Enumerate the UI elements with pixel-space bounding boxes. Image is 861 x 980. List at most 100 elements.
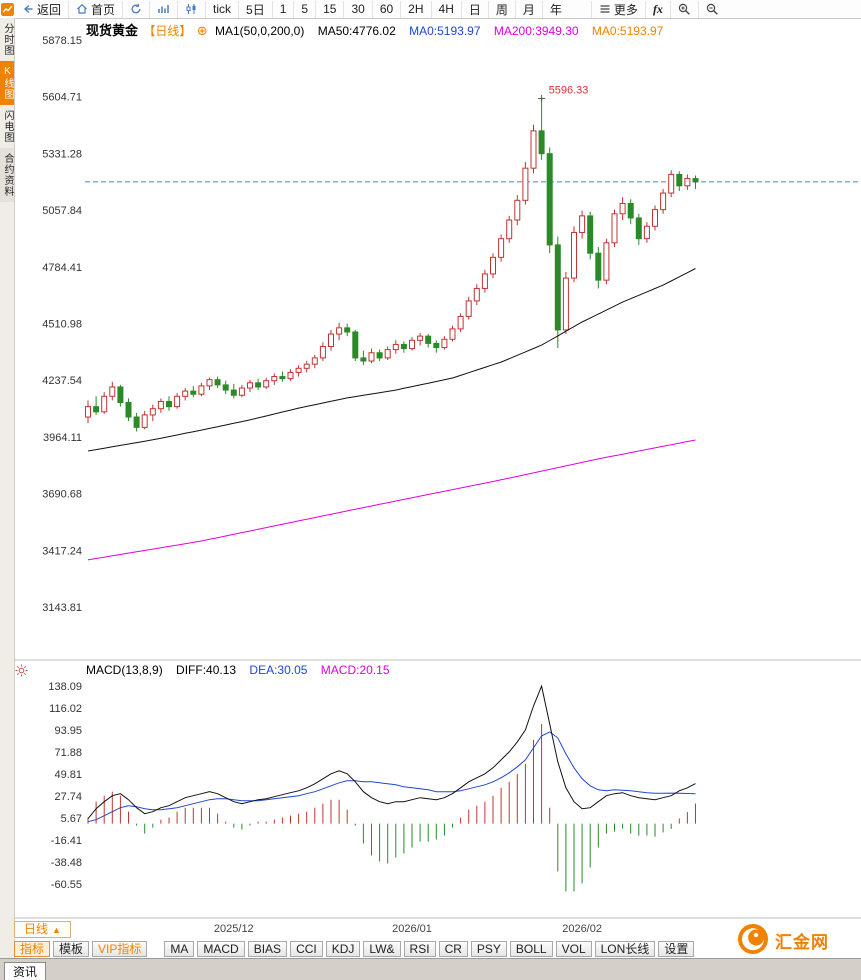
svg-text:27.74: 27.74	[54, 791, 82, 803]
tab-ma[interactable]: MA	[164, 940, 195, 957]
tab-psy[interactable]: PSY	[470, 940, 507, 957]
svg-text:-60.55: -60.55	[51, 879, 82, 891]
svg-text:93.95: 93.95	[54, 725, 82, 737]
period-selector[interactable]: 日线 ▲	[14, 921, 71, 938]
tab-template[interactable]: 模板	[53, 940, 90, 957]
ma0-value-blue: MA0:5193.97	[409, 24, 481, 38]
svg-text:5.67: 5.67	[61, 813, 82, 825]
timeframe-30min[interactable]: 30	[343, 0, 371, 18]
timeframe-2h[interactable]: 2H	[400, 0, 430, 18]
svg-text:-16.41: -16.41	[51, 835, 82, 847]
up-arrow-icon: ▲	[52, 925, 61, 935]
timeframe-4h[interactable]: 4H	[430, 0, 461, 18]
formula-button[interactable]: fx	[644, 0, 670, 18]
tab-boll[interactable]: BOLL	[509, 940, 553, 957]
indicator-add-icon[interactable]: ⊕	[196, 23, 208, 38]
svg-text:116.02: 116.02	[49, 703, 82, 715]
candle-chart-mode-button[interactable]	[177, 0, 205, 18]
home-label: 首页	[91, 2, 116, 17]
tab-macd[interactable]: MACD	[197, 940, 245, 957]
sidebar-item-contract-info[interactable]: 合约资料	[0, 148, 14, 202]
home-icon	[76, 3, 88, 15]
period-tag: 【日线】	[143, 24, 192, 38]
svg-text:4784.41: 4784.41	[42, 262, 82, 274]
tab-lon[interactable]: LON长线	[594, 940, 656, 957]
ma0-value-orange: MA0:5193.97	[591, 24, 664, 38]
tab-cr[interactable]: CR	[438, 940, 468, 957]
more-button[interactable]: 更多	[590, 0, 645, 18]
brand-logo: 汇金网	[737, 923, 829, 958]
tab-vip-indicator[interactable]: VIP指标	[92, 940, 148, 957]
timeframe-day[interactable]: 日	[460, 0, 488, 18]
svg-text:138.09: 138.09	[48, 681, 82, 693]
svg-text:4510.98: 4510.98	[42, 319, 82, 331]
x-axis-label-dec: 2025/12	[213, 923, 254, 935]
bar-chart-icon	[157, 3, 170, 15]
news-tab[interactable]: 资讯	[4, 962, 46, 980]
tab-vol[interactable]: VOL	[555, 940, 592, 957]
svg-text:3143.81: 3143.81	[42, 602, 82, 614]
refresh-button[interactable]	[122, 0, 149, 18]
tab-bias[interactable]: BIAS	[247, 940, 288, 957]
macd-config: MACD(13,8,9)	[86, 663, 163, 677]
tab-rsi[interactable]: RSI	[403, 940, 436, 957]
symbol-name: 现货黄金	[86, 23, 139, 38]
brand-name: 汇金网	[775, 933, 829, 952]
macd-dea-value: DEA:30.05	[249, 663, 308, 677]
app-corner-icon[interactable]	[0, 1, 15, 18]
x-axis-band: 日线 ▲ 2025/12 2026/01 2026/02	[14, 921, 861, 939]
ma50-value: MA50:4776.02	[317, 24, 396, 38]
macd-pane-header: MACD(13,8,9) DIFF:40.13 DEA:30.05 MACD:2…	[86, 663, 390, 677]
back-button[interactable]: 返回	[15, 1, 68, 18]
timeframe-month[interactable]: 月	[514, 0, 542, 18]
macd-bar-value: MACD:20.15	[320, 663, 390, 677]
top-toolbar: 返回 首页 tick 5日 1 5 15 30 60 2H 4H 日 周 月 年…	[0, 0, 861, 19]
svg-text:5604.71: 5604.71	[42, 92, 82, 104]
candlestick-icon	[185, 3, 198, 15]
timeframe-5day[interactable]: 5日	[238, 0, 272, 18]
svg-text:5057.84: 5057.84	[42, 205, 82, 217]
svg-text:3964.11: 3964.11	[43, 432, 82, 444]
timeframe-tick[interactable]: tick	[205, 0, 238, 18]
ma200-value: MA200:3949.30	[493, 24, 579, 38]
back-icon	[22, 3, 34, 15]
home-button[interactable]: 首页	[68, 0, 122, 18]
svg-text:5331.28: 5331.28	[42, 148, 82, 160]
zoom-out-icon	[706, 3, 719, 16]
status-bar: 资讯	[0, 958, 861, 980]
timeframe-year[interactable]: 年	[541, 0, 569, 18]
brand-icon	[737, 923, 769, 958]
svg-text:3417.24: 3417.24	[42, 545, 82, 557]
svg-text:-38.48: -38.48	[51, 857, 82, 869]
indicator-tabs-band: 指标 模板 VIP指标 MA MACD BIAS CCI KDJ LW& RSI…	[14, 940, 697, 957]
timeframe-60min[interactable]: 60	[371, 0, 400, 18]
price-macd-chart[interactable]: 5878.15 5604.71 5331.28 5057.84 4784.41 4510.…	[14, 18, 861, 920]
tab-kdj[interactable]: KDJ	[325, 940, 361, 957]
timeframe-1min[interactable]: 1	[271, 0, 294, 18]
svg-text:49.81: 49.81	[54, 769, 82, 781]
timeframe-15min[interactable]: 15	[315, 0, 343, 18]
indicator-settings-sun-icon[interactable]	[15, 664, 28, 677]
svg-text:5596.33: 5596.33	[549, 84, 589, 96]
tab-indicator[interactable]: 指标	[14, 940, 51, 957]
x-axis-label-jan: 2026/01	[392, 923, 432, 935]
tab-settings[interactable]: 设置	[658, 940, 695, 957]
timeframe-week[interactable]: 周	[487, 0, 515, 18]
sidebar-item-flash-chart[interactable]: 闪电图	[2, 110, 13, 143]
zoom-out-button[interactable]	[697, 0, 726, 18]
zoom-in-button[interactable]	[669, 0, 698, 18]
ma-config: MA1(50,0,200,0)	[214, 24, 305, 38]
tab-lwr[interactable]: LW&	[363, 940, 401, 957]
timeframe-5min[interactable]: 5	[293, 0, 315, 18]
svg-text:71.88: 71.88	[54, 747, 82, 759]
sidebar-item-kline-chart[interactable]: K线图	[0, 61, 14, 105]
sidebar-item-time-chart[interactable]: 分时图	[2, 23, 13, 56]
line-chart-mode-button[interactable]	[149, 0, 177, 18]
tab-cci[interactable]: CCI	[290, 940, 323, 957]
left-sidebar: 分时图 K线图 闪电图 合约资料	[0, 18, 15, 958]
zoom-in-icon	[678, 3, 691, 16]
svg-text:3690.68: 3690.68	[42, 489, 82, 501]
macd-diff-value: DIFF:40.13	[176, 663, 237, 677]
svg-text:4237.54: 4237.54	[42, 375, 82, 387]
